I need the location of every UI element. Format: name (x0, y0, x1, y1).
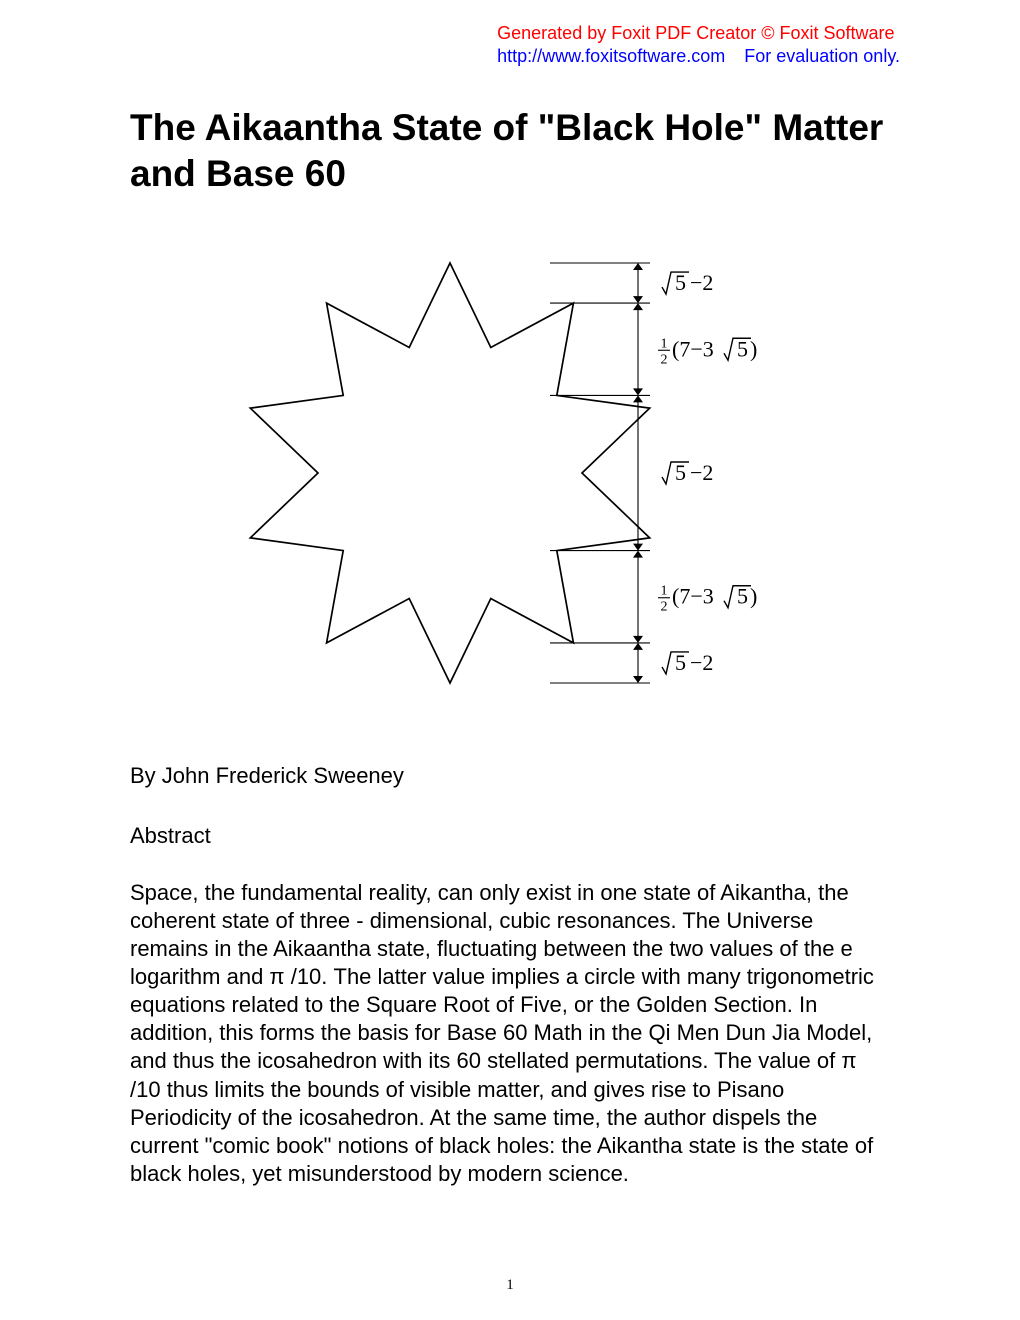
page-number: 1 (0, 1277, 1020, 1294)
abstract-label: Abstract (130, 823, 890, 849)
svg-text:1: 1 (661, 583, 668, 598)
watermark-line-2: http://www.foxitsoftware.com For evaluat… (497, 45, 900, 68)
watermark-url: http://www.foxitsoftware.com (497, 46, 725, 66)
svg-text:−2: −2 (690, 460, 713, 485)
svg-text:(7−3: (7−3 (672, 583, 714, 608)
page-title: The Aikaantha State of "Black Hole" Matt… (130, 105, 890, 198)
svg-text:5: 5 (737, 336, 748, 361)
svg-text:1: 1 (661, 336, 668, 351)
watermark-suffix: For evaluation only. (744, 46, 900, 66)
svg-text:): ) (750, 583, 757, 608)
page-content: The Aikaantha State of "Black Hole" Matt… (130, 105, 890, 1188)
svg-text:−2: −2 (690, 649, 713, 674)
svg-text:2: 2 (661, 599, 668, 614)
svg-text:2: 2 (661, 352, 668, 367)
decagram-figure: 5−212(7−35)5−212(7−35)5−2 (230, 238, 790, 708)
svg-text:): ) (750, 336, 757, 361)
decagram-svg: 5−212(7−35)5−212(7−35)5−2 (230, 238, 790, 708)
author-line: By John Frederick Sweeney (130, 763, 890, 789)
watermark-line-1: Generated by Foxit PDF Creator © Foxit S… (497, 22, 900, 45)
svg-text:5: 5 (675, 270, 686, 295)
svg-text:(7−3: (7−3 (672, 336, 714, 361)
abstract-body: Space, the fundamental reality, can only… (130, 879, 890, 1189)
svg-text:5: 5 (737, 583, 748, 608)
svg-text:5: 5 (675, 649, 686, 674)
watermark: Generated by Foxit PDF Creator © Foxit S… (497, 22, 900, 67)
svg-text:5: 5 (675, 460, 686, 485)
svg-text:−2: −2 (690, 270, 713, 295)
